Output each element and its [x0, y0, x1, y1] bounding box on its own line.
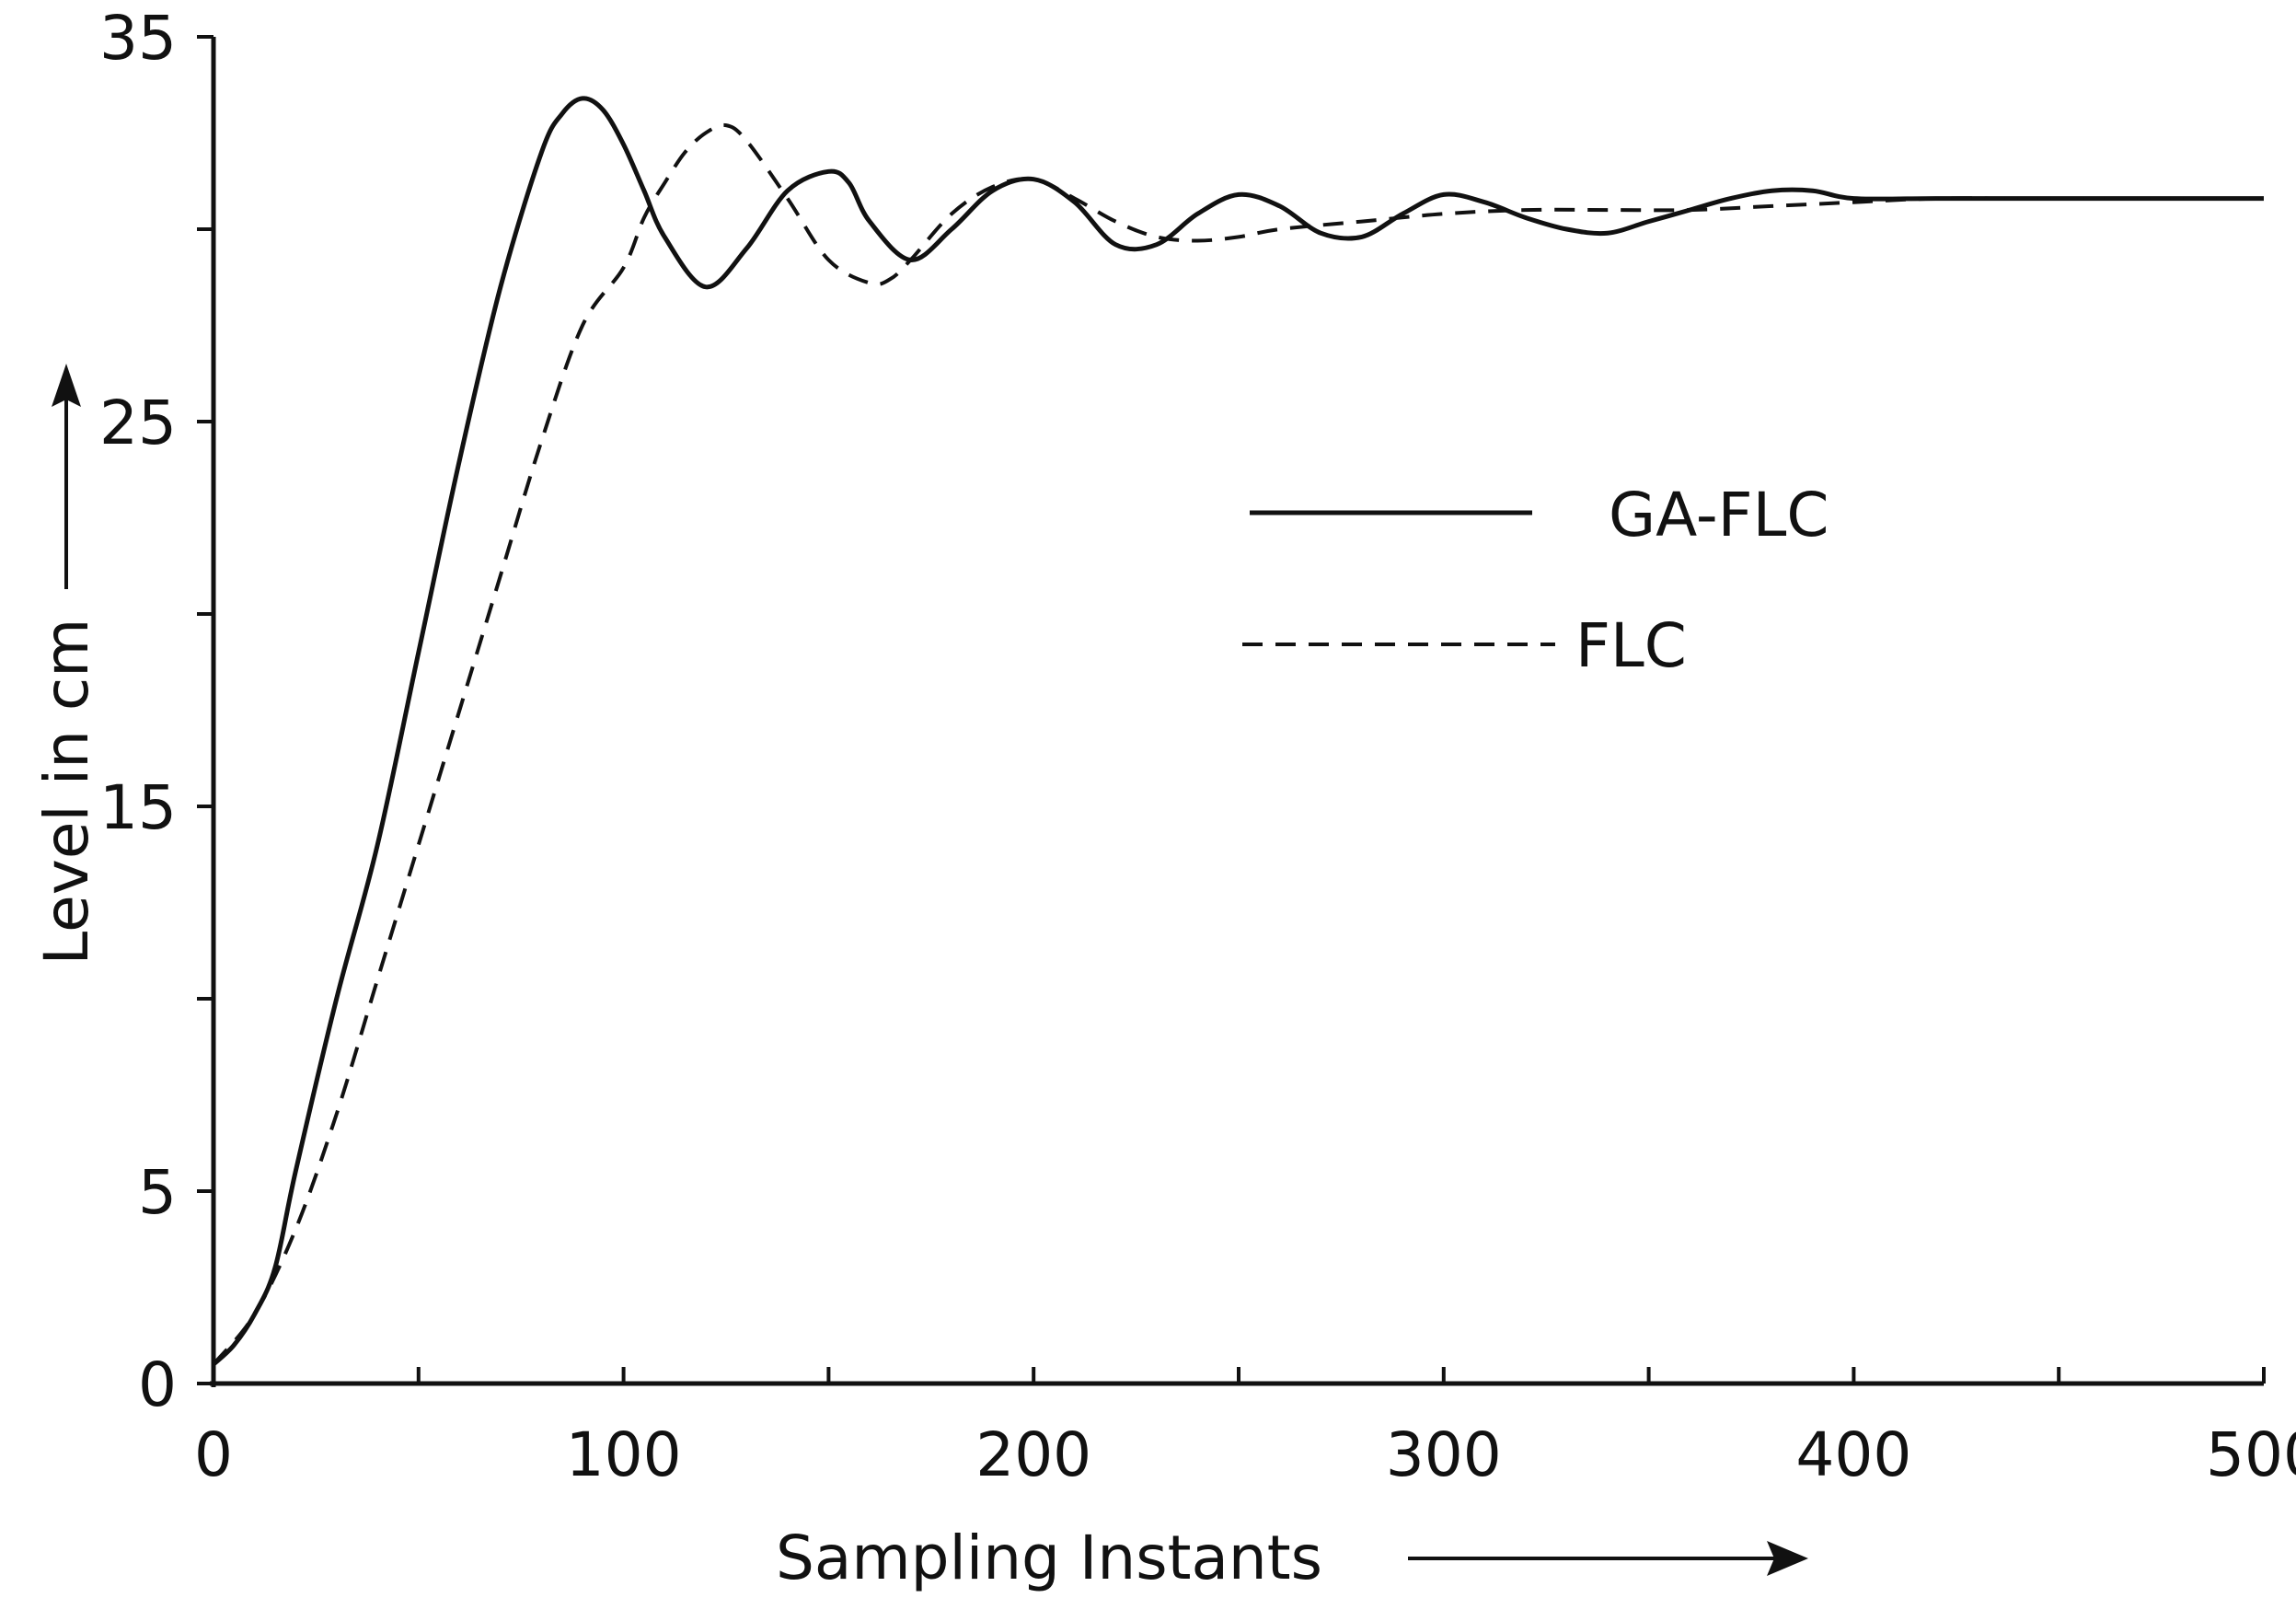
y-axis-title: Level in cm: [31, 619, 102, 966]
x-tick-label: 400: [1795, 1419, 1911, 1490]
x-axis-title: Sampling Instants: [776, 1523, 1322, 1593]
axis-titles: Sampling Instants Level in cm: [31, 364, 1808, 1593]
ticks: 0 5 15 25 35 0 100 200 300 400 500: [99, 3, 2296, 1490]
x-tick-label: 200: [975, 1419, 1091, 1490]
y-tick-label: 5: [138, 1157, 177, 1228]
legend: GA-FLC FLC: [1242, 480, 1829, 681]
series-group: [212, 96, 2264, 1366]
x-tick-label: 500: [2206, 1419, 2296, 1490]
legend-label-ga-flc: GA-FLC: [1609, 480, 1829, 550]
y-tick-label: 25: [99, 388, 177, 458]
y-axis-arrow-head: [52, 364, 81, 407]
y-tick-label: 0: [138, 1349, 177, 1420]
x-tick-label: 100: [566, 1419, 682, 1490]
series-line-ga-flc: [212, 96, 2264, 1366]
axes: [210, 37, 2264, 1387]
y-tick-label: 15: [99, 772, 177, 843]
x-tick-label: 300: [1386, 1419, 1502, 1490]
x-tick-label: 0: [194, 1419, 233, 1490]
y-tick-label: 35: [99, 3, 177, 74]
x-axis-arrow-head: [1767, 1541, 1808, 1576]
series-line-flc: [212, 122, 2264, 1366]
legend-label-flc: FLC: [1575, 610, 1687, 681]
